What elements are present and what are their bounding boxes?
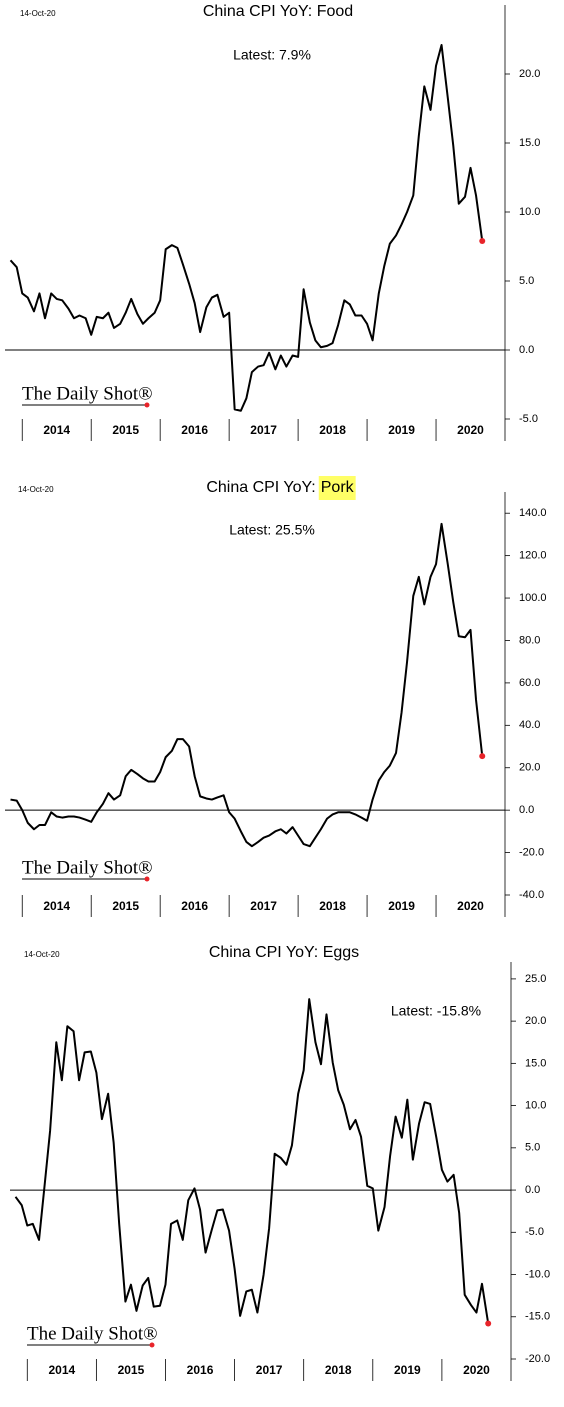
watermark: The Daily Shot® [22, 857, 153, 878]
x-year-label: 2020 [457, 899, 484, 913]
x-year-label: 2016 [187, 1363, 214, 1377]
latest-annotation: Latest: 7.9% [233, 47, 311, 63]
x-year-label: 2018 [325, 1363, 352, 1377]
watermark-dot [144, 402, 150, 408]
y-tick-label: 10.0 [525, 1100, 546, 1112]
y-tick-label: -5.0 [525, 1226, 544, 1238]
y-tick-label: 5.0 [525, 1142, 540, 1154]
y-tick-label: 0.0 [525, 1184, 540, 1196]
y-tick-label: 0.0 [519, 804, 534, 816]
x-year-label: 2017 [250, 423, 277, 437]
x-year-label: 2016 [181, 423, 208, 437]
y-tick-label: 20.0 [519, 68, 540, 80]
watermark-dot [149, 1342, 155, 1348]
y-tick-label: 140.0 [519, 507, 547, 519]
watermark-dot [144, 876, 150, 882]
y-tick-label: 60.0 [519, 677, 540, 689]
watermark: The Daily Shot® [27, 1323, 158, 1344]
y-tick-label: -15.0 [525, 1311, 550, 1323]
latest-annotation: Latest: -15.8% [391, 1003, 481, 1019]
x-year-label: 2019 [388, 899, 415, 913]
x-year-label: 2019 [394, 1363, 421, 1377]
y-tick-label: 100.0 [519, 592, 547, 604]
x-year-label: 2015 [112, 899, 139, 913]
y-tick-label: 15.0 [525, 1057, 546, 1069]
y-tick-label: 5.0 [519, 275, 534, 287]
x-year-label: 2018 [319, 423, 346, 437]
chart-title: China CPI YoY: Food [203, 3, 353, 20]
y-tick-label: 0.0 [519, 344, 534, 356]
y-tick-label: 20.0 [519, 762, 540, 774]
y-tick-label: -20.0 [525, 1353, 550, 1365]
series-line [10, 522, 484, 848]
y-tick-label: 120.0 [519, 550, 547, 562]
y-tick-label: 80.0 [519, 634, 540, 646]
chart-date: 14-Oct-20 [20, 9, 56, 18]
y-tick-label: -5.0 [519, 413, 538, 425]
title-highlight-box [318, 476, 356, 500]
chart-date: 14-Oct-20 [24, 950, 60, 959]
x-year-label: 2017 [250, 899, 277, 913]
latest-marker [479, 753, 486, 760]
x-year-label: 2015 [112, 423, 139, 437]
y-tick-label: -20.0 [519, 846, 544, 858]
y-tick-label: 15.0 [519, 137, 540, 149]
chart-date: 14-Oct-20 [18, 485, 54, 494]
y-tick-label: 20.0 [525, 1015, 546, 1027]
series-line [9, 44, 484, 412]
y-tick-label: 10.0 [519, 206, 540, 218]
y-tick-label: 25.0 [525, 973, 546, 985]
x-year-label: 2014 [43, 899, 70, 913]
latest-marker [479, 237, 486, 244]
x-year-label: 2016 [181, 899, 208, 913]
latest-annotation: Latest: 25.5% [229, 522, 315, 538]
x-year-label: 2014 [43, 423, 70, 437]
x-year-label: 2020 [457, 423, 484, 437]
x-year-label: 2018 [319, 899, 346, 913]
latest-marker [485, 1320, 492, 1327]
chart-title: China CPI YoY: [206, 479, 315, 496]
chart-title-highlight: Pork [321, 479, 355, 496]
y-tick-label: -10.0 [525, 1268, 550, 1280]
watermark: The Daily Shot® [22, 383, 153, 404]
series-line [14, 998, 490, 1324]
x-year-label: 2017 [256, 1363, 283, 1377]
chart-title: China CPI YoY: Eggs [209, 944, 359, 961]
x-year-label: 2019 [388, 423, 415, 437]
y-tick-label: -40.0 [519, 889, 544, 901]
x-year-label: 2015 [118, 1363, 145, 1377]
x-year-label: 2014 [48, 1363, 75, 1377]
y-tick-label: 40.0 [519, 719, 540, 731]
x-year-label: 2020 [463, 1363, 490, 1377]
